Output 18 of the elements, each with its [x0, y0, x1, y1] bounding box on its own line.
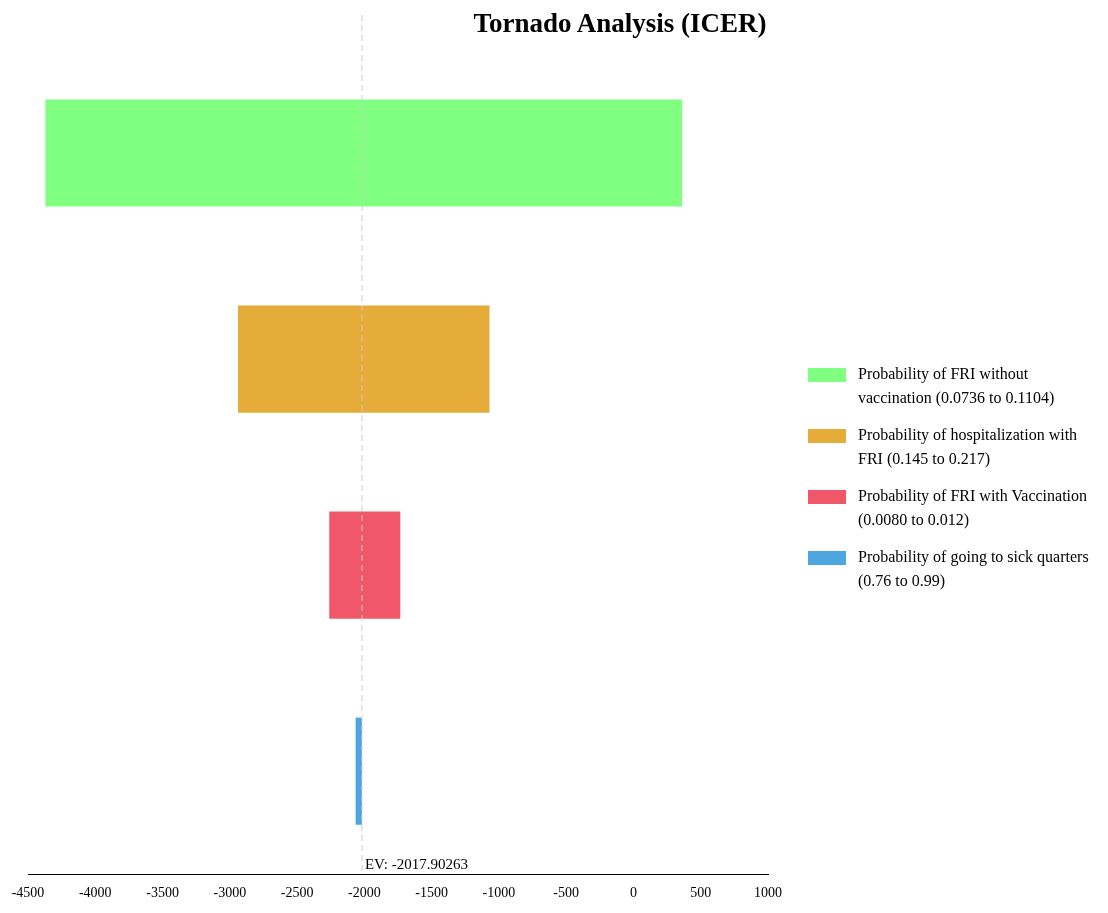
x-tick-label: -1500	[415, 885, 448, 901]
x-tick-label: -2000	[348, 885, 381, 901]
x-tick-label: 500	[690, 885, 712, 901]
legend-label: Probability of FRI without vaccination (0.0736 to 0.1104)	[858, 364, 1056, 409]
x-tick-label: 0	[629, 885, 637, 901]
x-tick-label: -3500	[146, 885, 179, 901]
x-tick-label: -1000	[482, 885, 516, 901]
x-tick-label: 1000	[754, 885, 782, 901]
legend-label: Probability of FRI with Vaccination (0.0080 to 0.012)	[858, 486, 1088, 531]
ref-line-label: EV: -2017.90263	[364, 855, 468, 872]
legend-label: Probability of hospitalization with FRI (0.145 to 0.217)	[858, 425, 1079, 470]
x-tick-label: -4000	[78, 885, 112, 901]
x-tick-label: -2500	[280, 885, 314, 901]
chart-title: Tornado Analysis (ICER)	[472, 8, 768, 39]
legend-label: Probability of going to sick quarters (0.76 to 0.99)	[858, 547, 1090, 592]
x-tick-label: -4500	[11, 885, 45, 901]
x-tick-label: -3000	[213, 885, 247, 901]
x-tick-label: -500	[553, 885, 580, 901]
